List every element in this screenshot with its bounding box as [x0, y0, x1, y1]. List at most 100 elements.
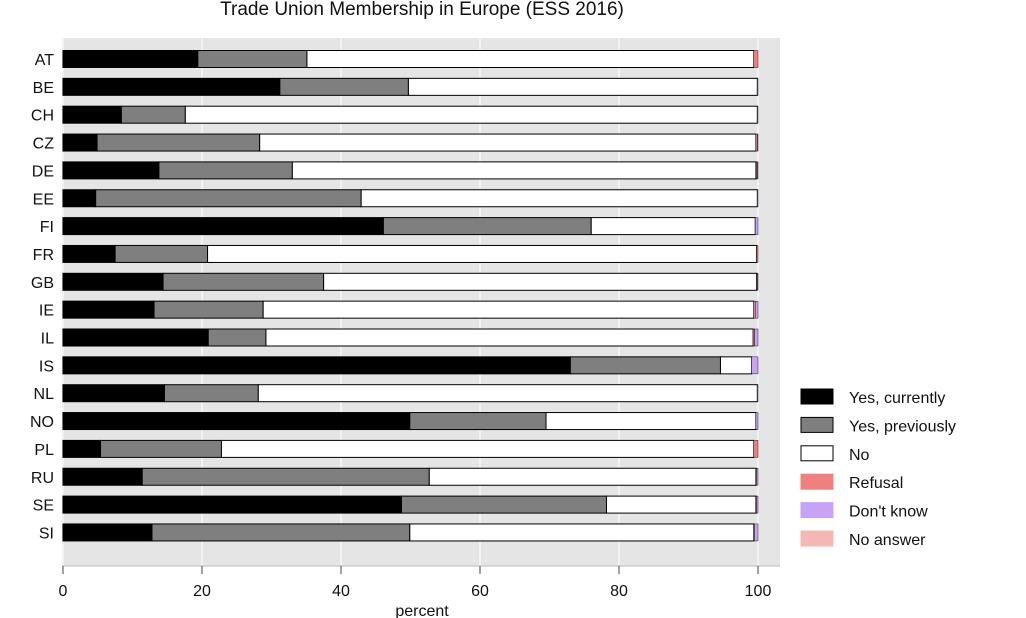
bar-segment-no	[409, 523, 755, 542]
bar-segment-yes-previously	[409, 412, 547, 431]
legend-swatch-don-t-know	[800, 502, 834, 519]
bar-segment-yes-previously	[163, 384, 259, 403]
bar-segment-yes-currently	[62, 384, 165, 403]
bar-segment-don-t-know	[756, 468, 759, 486]
bar-segment-yes-currently	[62, 50, 199, 68]
bar-segment-no	[605, 495, 757, 514]
bar-row-no	[62, 412, 759, 431]
legend-label: No answer	[849, 532, 926, 549]
category-labels: AT BE CH CZ DE EE FI FR GB IE IL IS NL NO PL RU SE SI	[30, 52, 54, 542]
bar-segment-refusal	[756, 245, 759, 263]
bar-row-gb	[62, 272, 759, 291]
legend-label: Refusal	[849, 475, 903, 492]
bar-row-ru	[62, 467, 759, 486]
bar-segment-yes-currently	[62, 467, 143, 486]
category-label: PL	[34, 442, 54, 459]
legend-label: Yes, currently	[849, 390, 945, 407]
bar-segment-no	[220, 439, 755, 458]
bar-row-cz	[62, 133, 759, 152]
bar-segment-refusal	[755, 133, 758, 152]
category-label: IE	[39, 303, 54, 320]
category-label: IS	[39, 358, 54, 375]
category-label: BE	[33, 80, 54, 97]
x-axis-label: percent	[395, 603, 449, 618]
bar-segment-don-t-know	[757, 133, 759, 152]
bar-row-be	[62, 77, 759, 96]
x-tick-label: 80	[610, 583, 628, 600]
legend-swatch-yes-previously	[800, 416, 834, 433]
bars	[62, 50, 759, 542]
bar-segment-no	[428, 467, 757, 486]
bar-segment-no	[407, 77, 758, 96]
bar-segment-no	[719, 356, 753, 375]
bar-segment-yes-previously	[151, 523, 411, 542]
bar-segment-yes-previously	[197, 50, 308, 68]
bar-segment-yes-previously	[153, 300, 264, 319]
bar-segment-don-t-know	[757, 78, 759, 96]
x-tick-label: 20	[193, 583, 211, 600]
bar-segment-no	[259, 133, 757, 152]
category-label: FI	[40, 219, 54, 236]
legend-label: Don't know	[849, 504, 928, 521]
bar-segment-don-t-know	[755, 217, 759, 235]
category-label: CH	[31, 108, 54, 125]
bar-row-ch	[62, 105, 759, 124]
legend-label: Yes, previously	[849, 418, 956, 435]
bar-segment-yes-currently	[62, 412, 411, 431]
category-label: GB	[31, 275, 54, 292]
category-label: IL	[41, 331, 54, 348]
bar-segment-don-t-know	[751, 356, 759, 375]
bar-segment-yes-previously	[569, 356, 721, 375]
bar-segment-no	[257, 384, 758, 403]
x-tick-label: 0	[59, 583, 68, 600]
bar-segment-don-t-know	[754, 523, 759, 542]
bar-segment-no	[184, 105, 758, 124]
category-label: CZ	[33, 136, 55, 153]
bar-segment-yes-previously	[382, 217, 592, 236]
bar-segment-yes-currently	[62, 189, 97, 208]
bar-segment-yes-currently	[62, 300, 155, 319]
bar-row-fi	[62, 217, 759, 236]
category-label: FR	[33, 247, 54, 264]
bar-segment-yes-previously	[207, 328, 267, 347]
legend-label: No	[849, 447, 870, 464]
bar-segment-yes-currently	[62, 328, 209, 347]
legend-swatch-no-answer	[800, 530, 834, 547]
x-axis: 0 20 40 60 80 100	[59, 565, 780, 600]
bar-segment-no	[262, 300, 755, 319]
legend-swatch-no	[800, 445, 834, 462]
bar-segment-yes-previously	[400, 495, 607, 514]
bar-segment-no	[306, 50, 755, 68]
bar-segment-yes-currently	[62, 77, 281, 96]
bar-segment-no	[291, 161, 757, 180]
bar-segment-yes-currently	[62, 272, 164, 291]
bar-segment-yes-previously	[114, 244, 209, 263]
x-tick-label: 40	[332, 583, 350, 600]
bar-segment-yes-currently	[62, 356, 571, 375]
bar-segment-don-t-know	[756, 495, 759, 514]
legend-swatch-yes-currently	[800, 388, 834, 405]
bar-segment-no-answer	[757, 161, 759, 180]
bar-segment-don-t-know	[754, 328, 759, 347]
bar-row-ee	[62, 189, 759, 208]
category-label: SI	[39, 525, 54, 542]
category-label: NO	[30, 414, 54, 431]
legend-swatch-refusal	[800, 473, 834, 490]
category-label: AT	[35, 52, 54, 69]
bar-segment-no	[207, 244, 758, 263]
bar-segment-yes-currently	[62, 133, 98, 152]
bar-segment-yes-currently	[62, 217, 384, 236]
bar-row-de	[62, 161, 759, 180]
category-label: RU	[31, 470, 54, 487]
bar-segment-refusal	[753, 440, 759, 458]
bar-segment-no	[590, 217, 756, 236]
category-label: DE	[32, 163, 54, 180]
bar-segment-yes-previously	[120, 105, 186, 124]
bar-row-at	[62, 50, 759, 68]
bar-segment-yes-previously	[100, 439, 222, 458]
bar-segment-yes-previously	[141, 467, 430, 486]
bar-segment-don-t-know	[755, 412, 759, 430]
bar-segment-no	[545, 412, 757, 431]
bar-segment-yes-previously	[162, 272, 325, 291]
